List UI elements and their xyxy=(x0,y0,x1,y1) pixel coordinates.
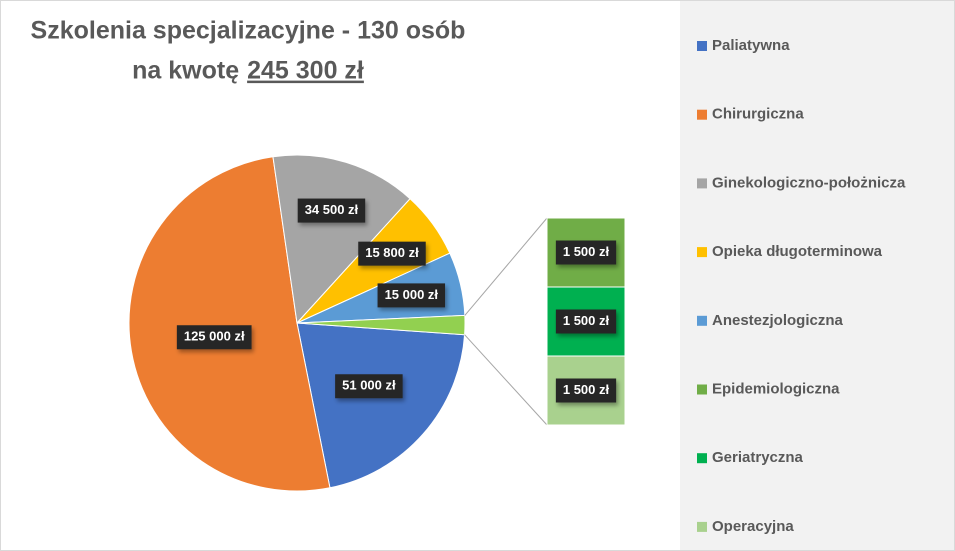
legend-swatch xyxy=(697,315,707,326)
legend-swatch xyxy=(697,178,707,189)
pie-slice xyxy=(296,322,466,489)
data-label-box xyxy=(335,374,403,399)
data-label: 51 000 zł xyxy=(342,378,396,393)
chart-title: Szkolenia specjalizacyjne - 130 osób xyxy=(31,17,466,45)
legend-swatch xyxy=(697,521,707,532)
pie-slice xyxy=(272,154,411,325)
chart-title-amount: 245 300 zł xyxy=(247,57,364,85)
legend-label: Chirurgiczna xyxy=(712,106,804,123)
legend-swatch xyxy=(697,384,707,395)
data-label: 1 500 zł xyxy=(563,382,610,397)
connector-line xyxy=(464,217,548,316)
data-label: 15 800 zł xyxy=(365,245,419,260)
legend-label: Geriatryczna xyxy=(712,449,804,466)
legend-label: Epidemiologiczna xyxy=(712,380,840,397)
legend-label: Anestezjologiczna xyxy=(712,312,844,329)
data-label-box xyxy=(555,309,617,334)
legend-swatch xyxy=(697,41,707,51)
connector-line xyxy=(464,334,548,426)
data-label-box xyxy=(176,325,252,350)
legend-swatch xyxy=(697,453,707,464)
data-label: 15 000 zł xyxy=(385,287,439,302)
legend-swatch xyxy=(697,109,707,120)
pie-slice xyxy=(128,156,331,492)
legend-label: Opieka długoterminowa xyxy=(712,243,883,260)
legend-label: Ginekologiczno-położnicza xyxy=(712,174,906,191)
data-label-box xyxy=(555,240,617,265)
data-label: 1 500 zł xyxy=(563,313,610,328)
legend-swatch xyxy=(697,247,707,258)
data-label: 125 000 zł xyxy=(184,329,245,344)
legend-panel xyxy=(680,1,954,550)
data-label-box xyxy=(297,198,366,223)
pie-slice-other xyxy=(296,314,466,336)
data-label-box xyxy=(358,241,426,266)
data-label-box xyxy=(377,283,446,308)
data-label-box xyxy=(555,378,617,403)
data-label: 1 500 zł xyxy=(563,244,610,259)
legend-label: Operacyjna xyxy=(712,518,794,535)
chart-title-prefix: na kwotę xyxy=(132,57,239,85)
data-label: 34 500 zł xyxy=(305,202,359,217)
legend-label: Paliatywna xyxy=(712,37,790,54)
